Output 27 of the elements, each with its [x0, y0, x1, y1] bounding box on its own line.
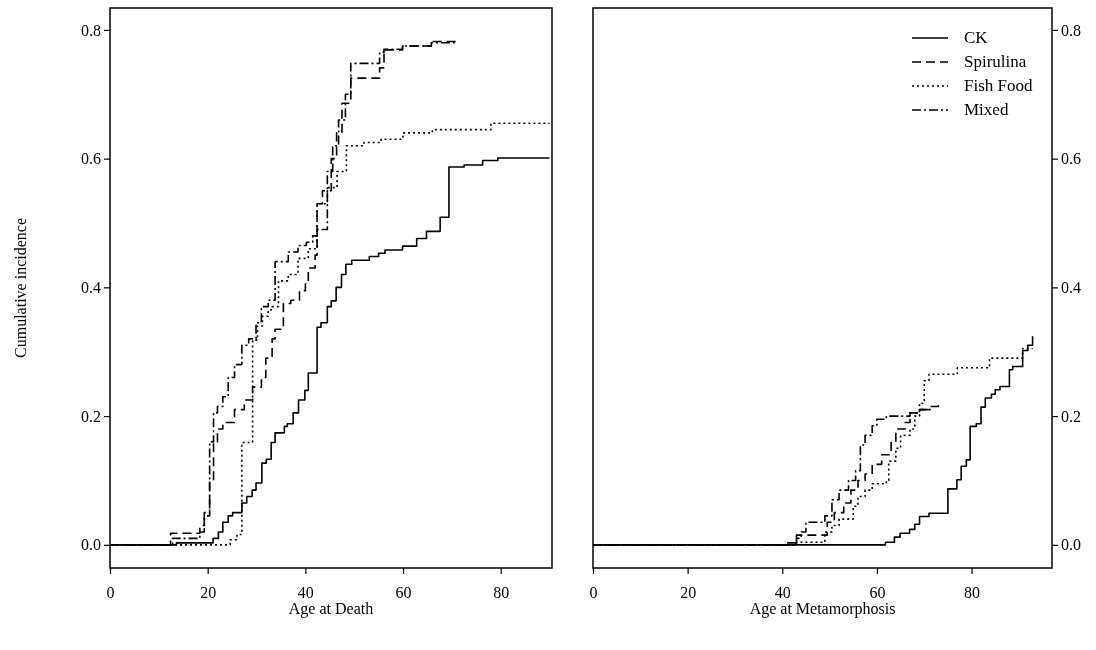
y-tick-label: 0.4: [81, 278, 101, 296]
y2-tick-label: 0.2: [1061, 407, 1081, 425]
x-tick-label: 80: [964, 583, 981, 601]
y2-tick-label: 0.6: [1061, 150, 1081, 168]
legend-label: Fish Food: [964, 76, 1033, 95]
y-axis-title: Cumulative incidence: [12, 218, 29, 358]
x-tick-label: 0: [589, 583, 598, 601]
x-tick-label: 0: [106, 583, 115, 601]
y-tick-label: 0.6: [81, 150, 101, 168]
legend-label: CK: [964, 28, 989, 47]
legend-label: Spirulina: [964, 52, 1027, 71]
y2-tick-label: 0.0: [1061, 536, 1081, 554]
x-axis-title: Age at Death: [288, 600, 374, 618]
x-tick-label: 80: [493, 583, 510, 601]
x-tick-label: 60: [395, 583, 412, 601]
x-axis-title: Age at Metamorphosis: [749, 600, 896, 618]
x-tick-label: 20: [680, 583, 697, 601]
x-tick-label: 40: [774, 583, 791, 601]
legend-label: Mixed: [964, 100, 1009, 119]
y-tick-label: 0.2: [81, 407, 101, 425]
y-tick-label: 0.0: [81, 536, 101, 554]
y2-tick-label: 0.8: [1061, 21, 1081, 39]
x-tick-label: 60: [869, 583, 886, 601]
y-tick-label: 0.8: [81, 21, 101, 39]
y2-tick-label: 0.4: [1061, 278, 1081, 296]
x-tick-label: 40: [297, 583, 314, 601]
x-tick-label: 20: [200, 583, 217, 601]
